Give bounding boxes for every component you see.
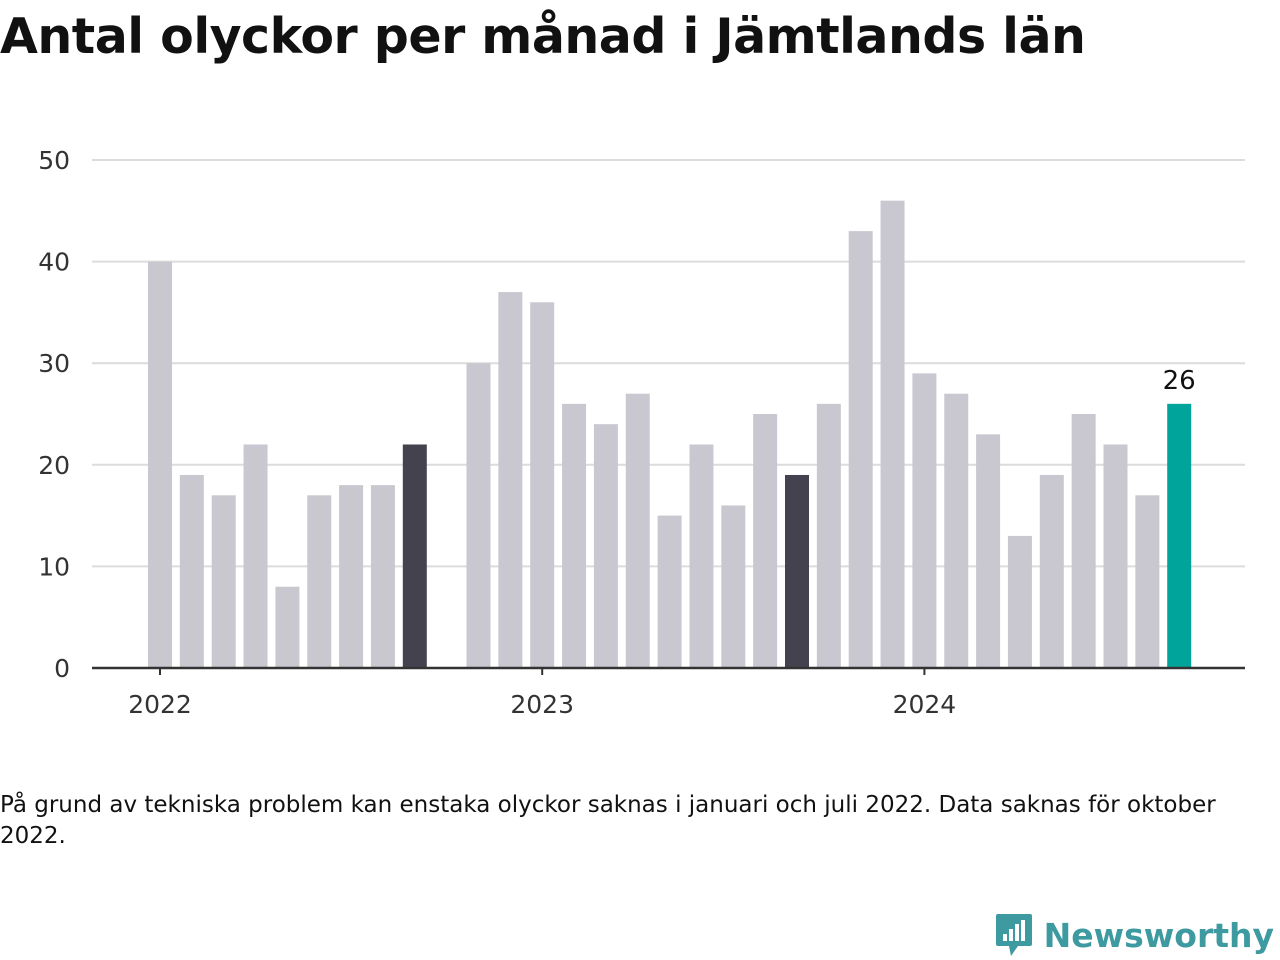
bar-2023-10 bbox=[816, 403, 841, 668]
bar-2023-02 bbox=[562, 403, 587, 668]
newsworthy-logo-icon bbox=[995, 914, 1032, 956]
bar-2022-08 bbox=[370, 485, 395, 668]
brand-logo[interactable]: Newsworthy bbox=[994, 912, 1274, 958]
bar-2023-03 bbox=[593, 424, 618, 668]
bar-2023-05 bbox=[657, 515, 682, 668]
bar-2023-11 bbox=[848, 231, 873, 668]
bar-2023-08 bbox=[753, 414, 778, 668]
bar-2024-05 bbox=[1039, 474, 1064, 668]
bar-2022-02 bbox=[179, 474, 204, 668]
bar-2023-06 bbox=[689, 444, 714, 668]
y-tick-label: 0 bbox=[54, 654, 70, 683]
labels: 26 bbox=[1163, 366, 1196, 396]
bar-2024-02 bbox=[944, 393, 969, 668]
axes: 0 10 20 30 40 50 2022 2023 2024 bbox=[38, 146, 1245, 719]
bar-2022-04 bbox=[243, 444, 268, 668]
x-tick-label: 2024 bbox=[893, 690, 957, 719]
bar-2024-08 bbox=[1135, 495, 1160, 668]
x-tick-label: 2022 bbox=[128, 690, 192, 719]
bar-2022-12 bbox=[498, 292, 523, 668]
bar-2023-07 bbox=[721, 505, 746, 668]
bar-2022-05 bbox=[275, 586, 300, 668]
bar-2022-06 bbox=[307, 495, 332, 668]
bar-2024-09 bbox=[1167, 403, 1192, 668]
bar-chart: 0 10 20 30 40 50 2022 2023 2024 26 bbox=[38, 146, 1245, 719]
bar-2023-01 bbox=[530, 302, 555, 668]
bar-2022-09 bbox=[402, 444, 427, 668]
bar-2023-12 bbox=[880, 200, 905, 668]
bar-2024-06 bbox=[1071, 414, 1096, 668]
bar-2024-07 bbox=[1103, 444, 1128, 668]
bar-2023-04 bbox=[625, 393, 650, 668]
y-tick-label: 30 bbox=[38, 349, 70, 378]
bar-2023-09 bbox=[785, 474, 809, 668]
bar-2022-01 bbox=[148, 261, 172, 668]
bar-2022-07 bbox=[339, 485, 364, 668]
brand-name: Newsworthy bbox=[1043, 915, 1274, 955]
bar-2024-04 bbox=[1007, 535, 1032, 668]
bar-2024-01 bbox=[912, 373, 937, 668]
footnote: På grund av tekniska problem kan enstaka… bbox=[0, 792, 1216, 849]
y-tick-label: 40 bbox=[38, 248, 70, 277]
data-label: 26 bbox=[1163, 366, 1196, 396]
bars bbox=[148, 200, 1192, 668]
bar-2022-03 bbox=[211, 495, 236, 668]
y-tick-label: 10 bbox=[38, 552, 70, 581]
bar-2024-03 bbox=[976, 434, 1001, 668]
bar-2022-11 bbox=[466, 363, 491, 668]
chart-title: Antal olyckor per månad i Jämtlands län bbox=[0, 8, 1086, 65]
y-tick-label: 50 bbox=[38, 146, 70, 175]
y-tick-label: 20 bbox=[38, 451, 70, 480]
x-tick-label: 2023 bbox=[510, 690, 574, 719]
